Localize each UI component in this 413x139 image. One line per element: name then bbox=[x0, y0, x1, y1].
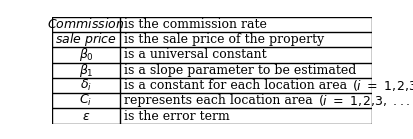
Text: is a slope parameter to be estimated: is a slope parameter to be estimated bbox=[124, 64, 357, 77]
Text: is the commission rate: is the commission rate bbox=[124, 18, 267, 31]
Text: is the error term: is the error term bbox=[124, 110, 230, 123]
Text: $\mathit{Commission}$: $\mathit{Commission}$ bbox=[47, 17, 125, 31]
Text: is a constant for each location area: is a constant for each location area bbox=[124, 79, 351, 92]
Text: $C_i$: $C_i$ bbox=[79, 93, 93, 108]
Text: is the sale price of the property: is the sale price of the property bbox=[124, 33, 325, 46]
Text: represents each location area: represents each location area bbox=[124, 94, 317, 107]
Text: $\beta_1$: $\beta_1$ bbox=[78, 62, 93, 79]
Text: $\varepsilon$: $\varepsilon$ bbox=[82, 110, 90, 123]
Text: $\mathit{sale\ price}$: $\mathit{sale\ price}$ bbox=[55, 31, 117, 48]
Text: $(\mathit{i}\ =\ 1,\!2,\!3,\ ...)$: $(\mathit{i}\ =\ 1,\!2,\!3,\ ...)$ bbox=[318, 93, 413, 108]
Text: $(\mathit{i}\ =\ 1,\!2,\!3,\ ...)$: $(\mathit{i}\ =\ 1,\!2,\!3,\ ...)$ bbox=[352, 78, 413, 93]
Text: is a universal constant: is a universal constant bbox=[124, 48, 267, 61]
Text: $\beta_0$: $\beta_0$ bbox=[78, 46, 93, 63]
Text: $\delta_i$: $\delta_i$ bbox=[80, 78, 92, 93]
